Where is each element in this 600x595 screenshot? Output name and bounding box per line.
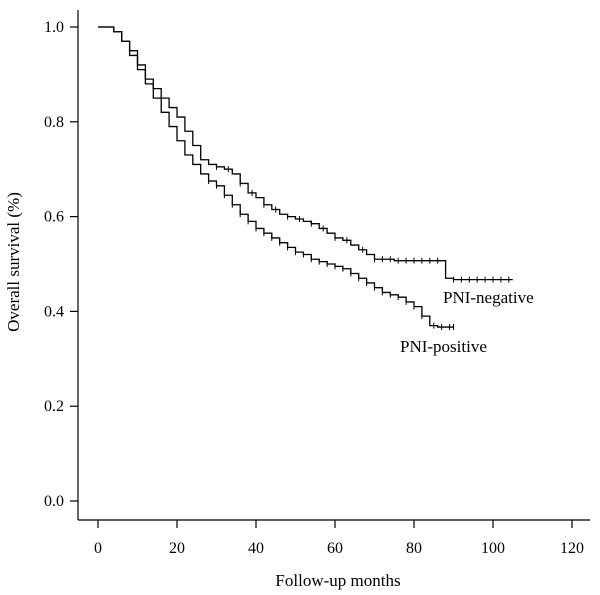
x-ticks: 0 20 40 60 80 100 120 — [94, 520, 584, 557]
y-ticks: 0.0 0.2 0.4 0.6 0.8 1.0 — [44, 19, 78, 510]
x-tick-label: 20 — [169, 540, 185, 557]
x-tick-label: 120 — [560, 540, 584, 557]
censor-marks — [208, 163, 510, 331]
x-tick-label: 100 — [481, 540, 505, 557]
y-tick-label: 1.0 — [44, 19, 64, 36]
curve-pni-negative — [98, 26, 513, 281]
x-tick-label: 60 — [327, 540, 343, 557]
x-axis-title: Follow-up months — [275, 571, 400, 590]
series-label-pni-negative: PNI-negative — [443, 288, 534, 307]
y-tick-label: 0.4 — [44, 303, 64, 320]
y-tick-label: 0.0 — [44, 493, 64, 510]
y-tick-label: 0.2 — [44, 398, 64, 415]
y-tick-label: 0.6 — [44, 209, 64, 226]
x-tick-label: 0 — [94, 540, 102, 557]
series-label-pni-positive: PNI-positive — [400, 337, 487, 356]
y-axis-title: Overall survival (%) — [4, 192, 23, 332]
y-tick-label: 0.8 — [44, 114, 64, 131]
x-tick-label: 80 — [406, 540, 422, 557]
x-tick-label: 40 — [248, 540, 264, 557]
